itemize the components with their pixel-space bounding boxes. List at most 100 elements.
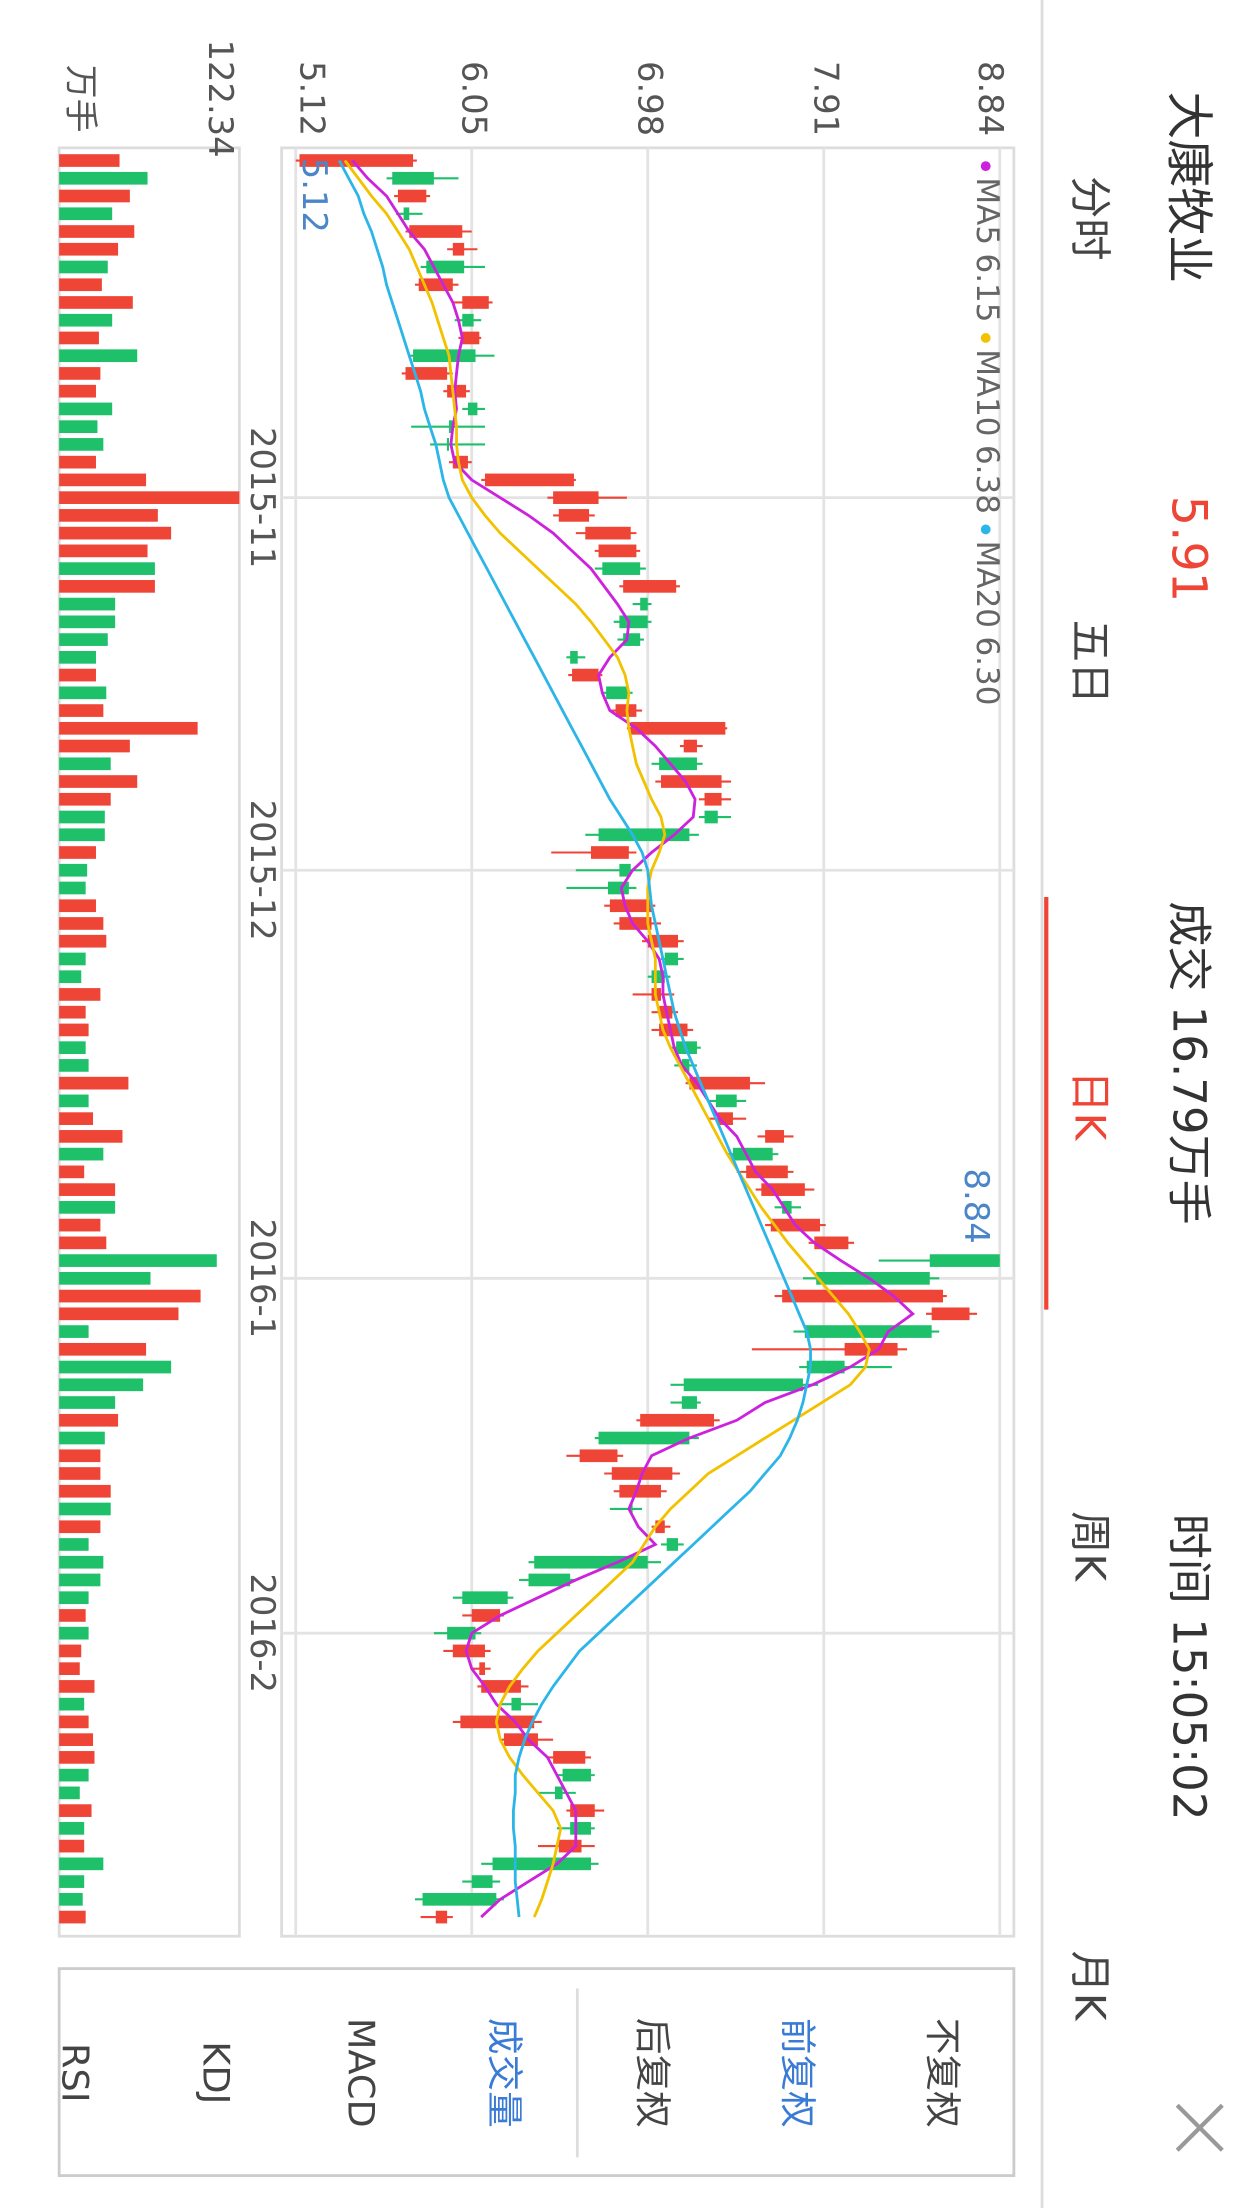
legend-label: MA10 [969,349,1005,436]
volume-bar [59,1715,89,1729]
candle-body [681,1396,697,1409]
candle-body [630,721,726,735]
volume-bar [59,1023,89,1037]
y-tick-label: 6.98 [630,61,669,136]
volume-bar [59,668,96,682]
candle-body [640,597,648,611]
volume-bar [59,438,104,451]
candle-body [585,526,631,540]
tab[interactable]: 周K [1066,1511,1115,1582]
candle-body [467,402,478,416]
volume-bar [59,1325,89,1338]
candle-body [534,1555,648,1569]
volume-bar [59,1786,80,1800]
candle-body [715,1094,737,1108]
volume-bar [59,1005,86,1019]
candle-body [683,739,697,753]
legend-label: MA5 [969,177,1005,245]
adjust-option[interactable]: 前复权 [776,2018,819,2128]
volume-bar [59,810,105,824]
volume-bar [59,1147,104,1161]
volume-bar [59,242,119,256]
tab[interactable]: 五日 [1066,620,1115,704]
candle-body [602,562,641,575]
close-button[interactable] [1175,2103,1224,2152]
indicator-option[interactable]: KDJ [195,2041,238,2104]
candle-body [929,1254,1000,1267]
candle-body [689,1076,750,1090]
candle-body [405,367,448,380]
tab[interactable]: 分时 [1066,176,1115,260]
candle-body [647,934,679,948]
volume-bar [59,881,86,895]
volume-bar [59,988,101,1001]
legend-dot [980,524,991,535]
x-tick-label: 2016-1 [243,1219,282,1339]
volume-bar [59,1254,217,1267]
candle-body [816,1271,930,1285]
volume-bar [59,1520,101,1534]
candle-body [606,686,629,700]
candle-body [931,1307,970,1321]
volume-bar [59,1467,101,1480]
volume-bar [59,1289,201,1303]
y-tick-label: 6.05 [454,61,493,136]
volume-bar [59,1201,116,1214]
candle-body [462,313,474,327]
volume-bar [59,899,96,913]
candle-body [661,775,722,788]
volume-bar [59,1165,85,1179]
volume-bar [59,1609,86,1622]
tab[interactable]: 月K [1066,1951,1115,2022]
indicator-option[interactable]: RSI [54,2043,97,2102]
indicator-option[interactable]: MACD [340,2018,383,2128]
candle-body [471,1875,493,1888]
max-label: 8.84 [957,1168,996,1243]
volume-bar [59,846,96,859]
candle-body [765,1130,785,1143]
candle-body [462,331,480,345]
candle-body [447,1626,476,1640]
volume-bar [59,934,107,948]
candle-body [435,1910,448,1924]
volume-bar [59,260,108,274]
volume-bar [59,721,198,735]
x-tick-label: 2015-12 [243,800,282,941]
volume-bar [59,402,113,416]
volume-bar [59,1839,85,1853]
volume-bar [59,970,82,984]
legend-dot [980,333,991,343]
legend-value: 6.30 [969,636,1005,705]
volume-bar [59,1413,119,1427]
candle-body [659,757,697,771]
candle-body [619,863,631,877]
trade-volume: 成交 16.79万手 [1163,901,1216,1224]
legend-dot [980,161,991,172]
candle-body [806,1360,845,1374]
indicator-option[interactable]: 成交量 [483,2018,526,2128]
candle-body [598,1431,690,1445]
volume-bar [59,1130,123,1143]
candle-body [397,189,427,203]
volume-bar [59,1910,86,1924]
volume-bar [59,1892,83,1906]
tab[interactable]: 日K [1066,1070,1115,1141]
volume-bar [59,189,130,203]
ma-line [337,159,812,1918]
volume-bar [59,1573,101,1587]
volume-bar [59,1041,86,1055]
adjust-option[interactable]: 不复权 [921,2018,964,2128]
candle-body [503,1733,538,1746]
volume-bar [59,704,104,717]
adjust-option[interactable]: 后复权 [631,2018,674,2128]
volume-bar [59,1094,89,1108]
volume-bar [59,1626,89,1640]
candle-body [640,1413,714,1427]
volume-bar [59,757,111,771]
volume-bar [59,1484,111,1498]
candle-body [619,917,652,930]
volume-bar [59,1112,94,1125]
volume-bar [59,792,111,806]
volume-bar [59,1342,147,1356]
